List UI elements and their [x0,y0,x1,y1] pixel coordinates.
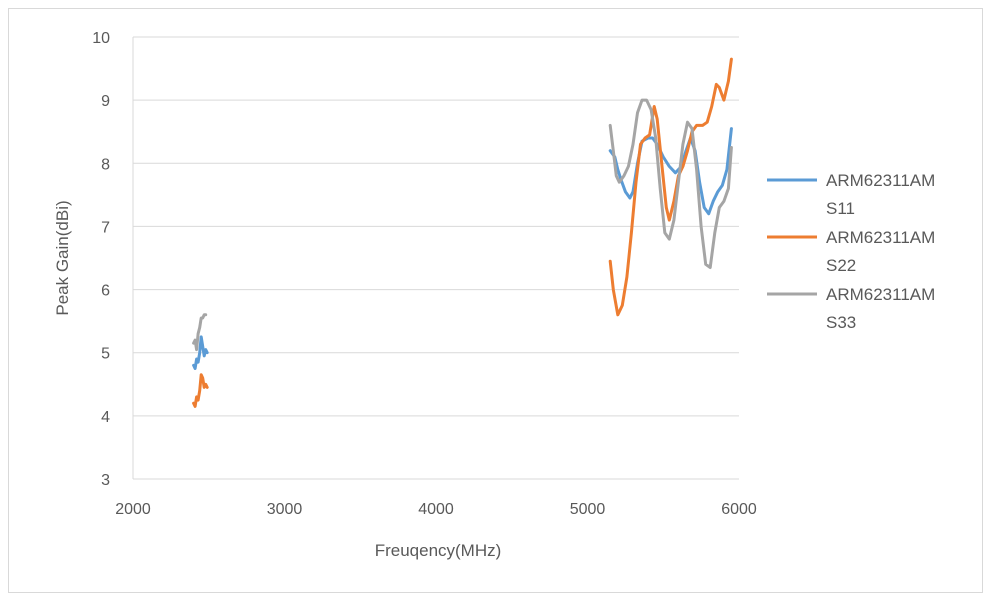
x-axis-title: Freuqency(MHz) [375,541,502,560]
series-line-s22-segment-2 [608,57,733,317]
y-tick-labels: 3 4 5 6 7 8 9 10 [92,30,110,489]
legend-label-line2: S33 [826,313,856,332]
series-line-s11-segment-1 [192,335,209,370]
legend-label-line1: ARM62311AM [826,171,935,190]
series-line-s11-segment-2 [608,127,733,216]
x-tick-label: 5000 [570,501,606,518]
series-line-s33-segment-1 [192,313,208,352]
y-tick-label: 6 [101,283,110,300]
y-tick-label: 10 [92,30,110,47]
y-tick-label: 9 [101,93,110,110]
x-tick-label: 6000 [721,501,757,518]
y-tick-label: 4 [101,409,110,426]
y-tick-label: 5 [101,346,110,363]
x-tick-labels: 2000 3000 4000 5000 6000 [115,501,757,518]
legend-label-line2: S11 [826,199,855,218]
legend-label-line1: ARM62311AM [826,285,935,304]
series-line-s22-segment-1 [192,373,209,408]
y-tick-label: 8 [101,156,110,173]
x-tick-label: 2000 [115,501,151,518]
x-tick-label: 4000 [418,501,454,518]
y-tick-label: 7 [101,219,110,236]
y-axis-title: Peak Gain(dBi) [53,200,72,315]
legend: ARM62311AM S11 ARM62311AM S22 ARM62311AM S33 [767,171,935,332]
chart-frame [8,8,983,593]
series-lines [192,57,733,408]
legend-label-line2: S22 [826,256,856,275]
legend-label-line1: ARM62311AM [826,228,935,247]
x-tick-label: 3000 [267,501,303,518]
series-line-s33-segment-2 [608,98,733,269]
y-tick-label: 3 [101,472,110,489]
